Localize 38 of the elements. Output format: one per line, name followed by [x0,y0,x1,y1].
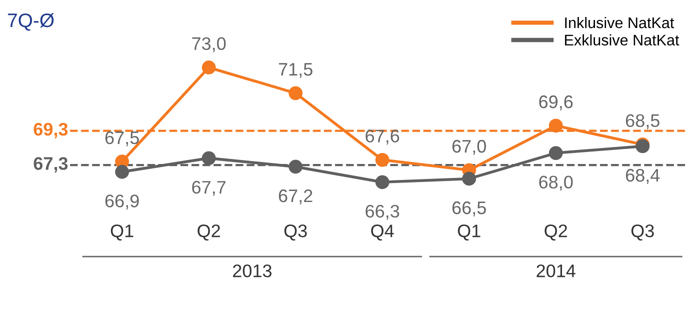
point [375,175,390,190]
data-label: 67,7 [192,180,226,196]
point [115,164,129,179]
data-label: 67,0 [452,140,486,155]
point [548,118,563,133]
legend-label: Exklusive NatKat [565,34,680,46]
x-tick-label: Q3 [631,224,654,241]
chart-title: 7Q-Ø [8,13,54,31]
point [375,152,390,167]
data-label: 67,2 [278,189,312,204]
data-label: 66,3 [366,204,400,220]
data-label: 73,0 [192,37,226,52]
point [548,146,563,160]
data-label: 66,5 [452,201,486,216]
ref-line-label: 67,3 [34,157,68,172]
text: 2013 [233,264,272,278]
x-tick-label: Q3 [284,224,307,241]
point [202,151,216,166]
data-label: 68,5 [626,114,660,130]
point [202,60,216,74]
ref-line-label: 69,3 [34,122,68,138]
x-tick-label: Q2 [198,224,220,241]
point [462,172,476,186]
data-label: 67,5 [105,131,139,146]
x-tick-label: Q1 [458,224,480,241]
legend-label: Inklusive NatKat [565,16,674,28]
x-tick-label: Q4 [371,224,394,241]
data-label: 71,5 [278,63,312,78]
data-label: 66,9 [105,194,139,210]
text: 2014 [536,264,576,278]
data-label: 69,6 [539,95,573,110]
data-label: 68,0 [539,176,573,191]
point [288,160,303,174]
point [288,86,303,100]
x-tick-label: Q1 [110,224,134,241]
data-label: 68,4 [626,168,660,184]
data-label: 67,6 [366,130,400,145]
x-tick-label: Q2 [544,224,567,241]
